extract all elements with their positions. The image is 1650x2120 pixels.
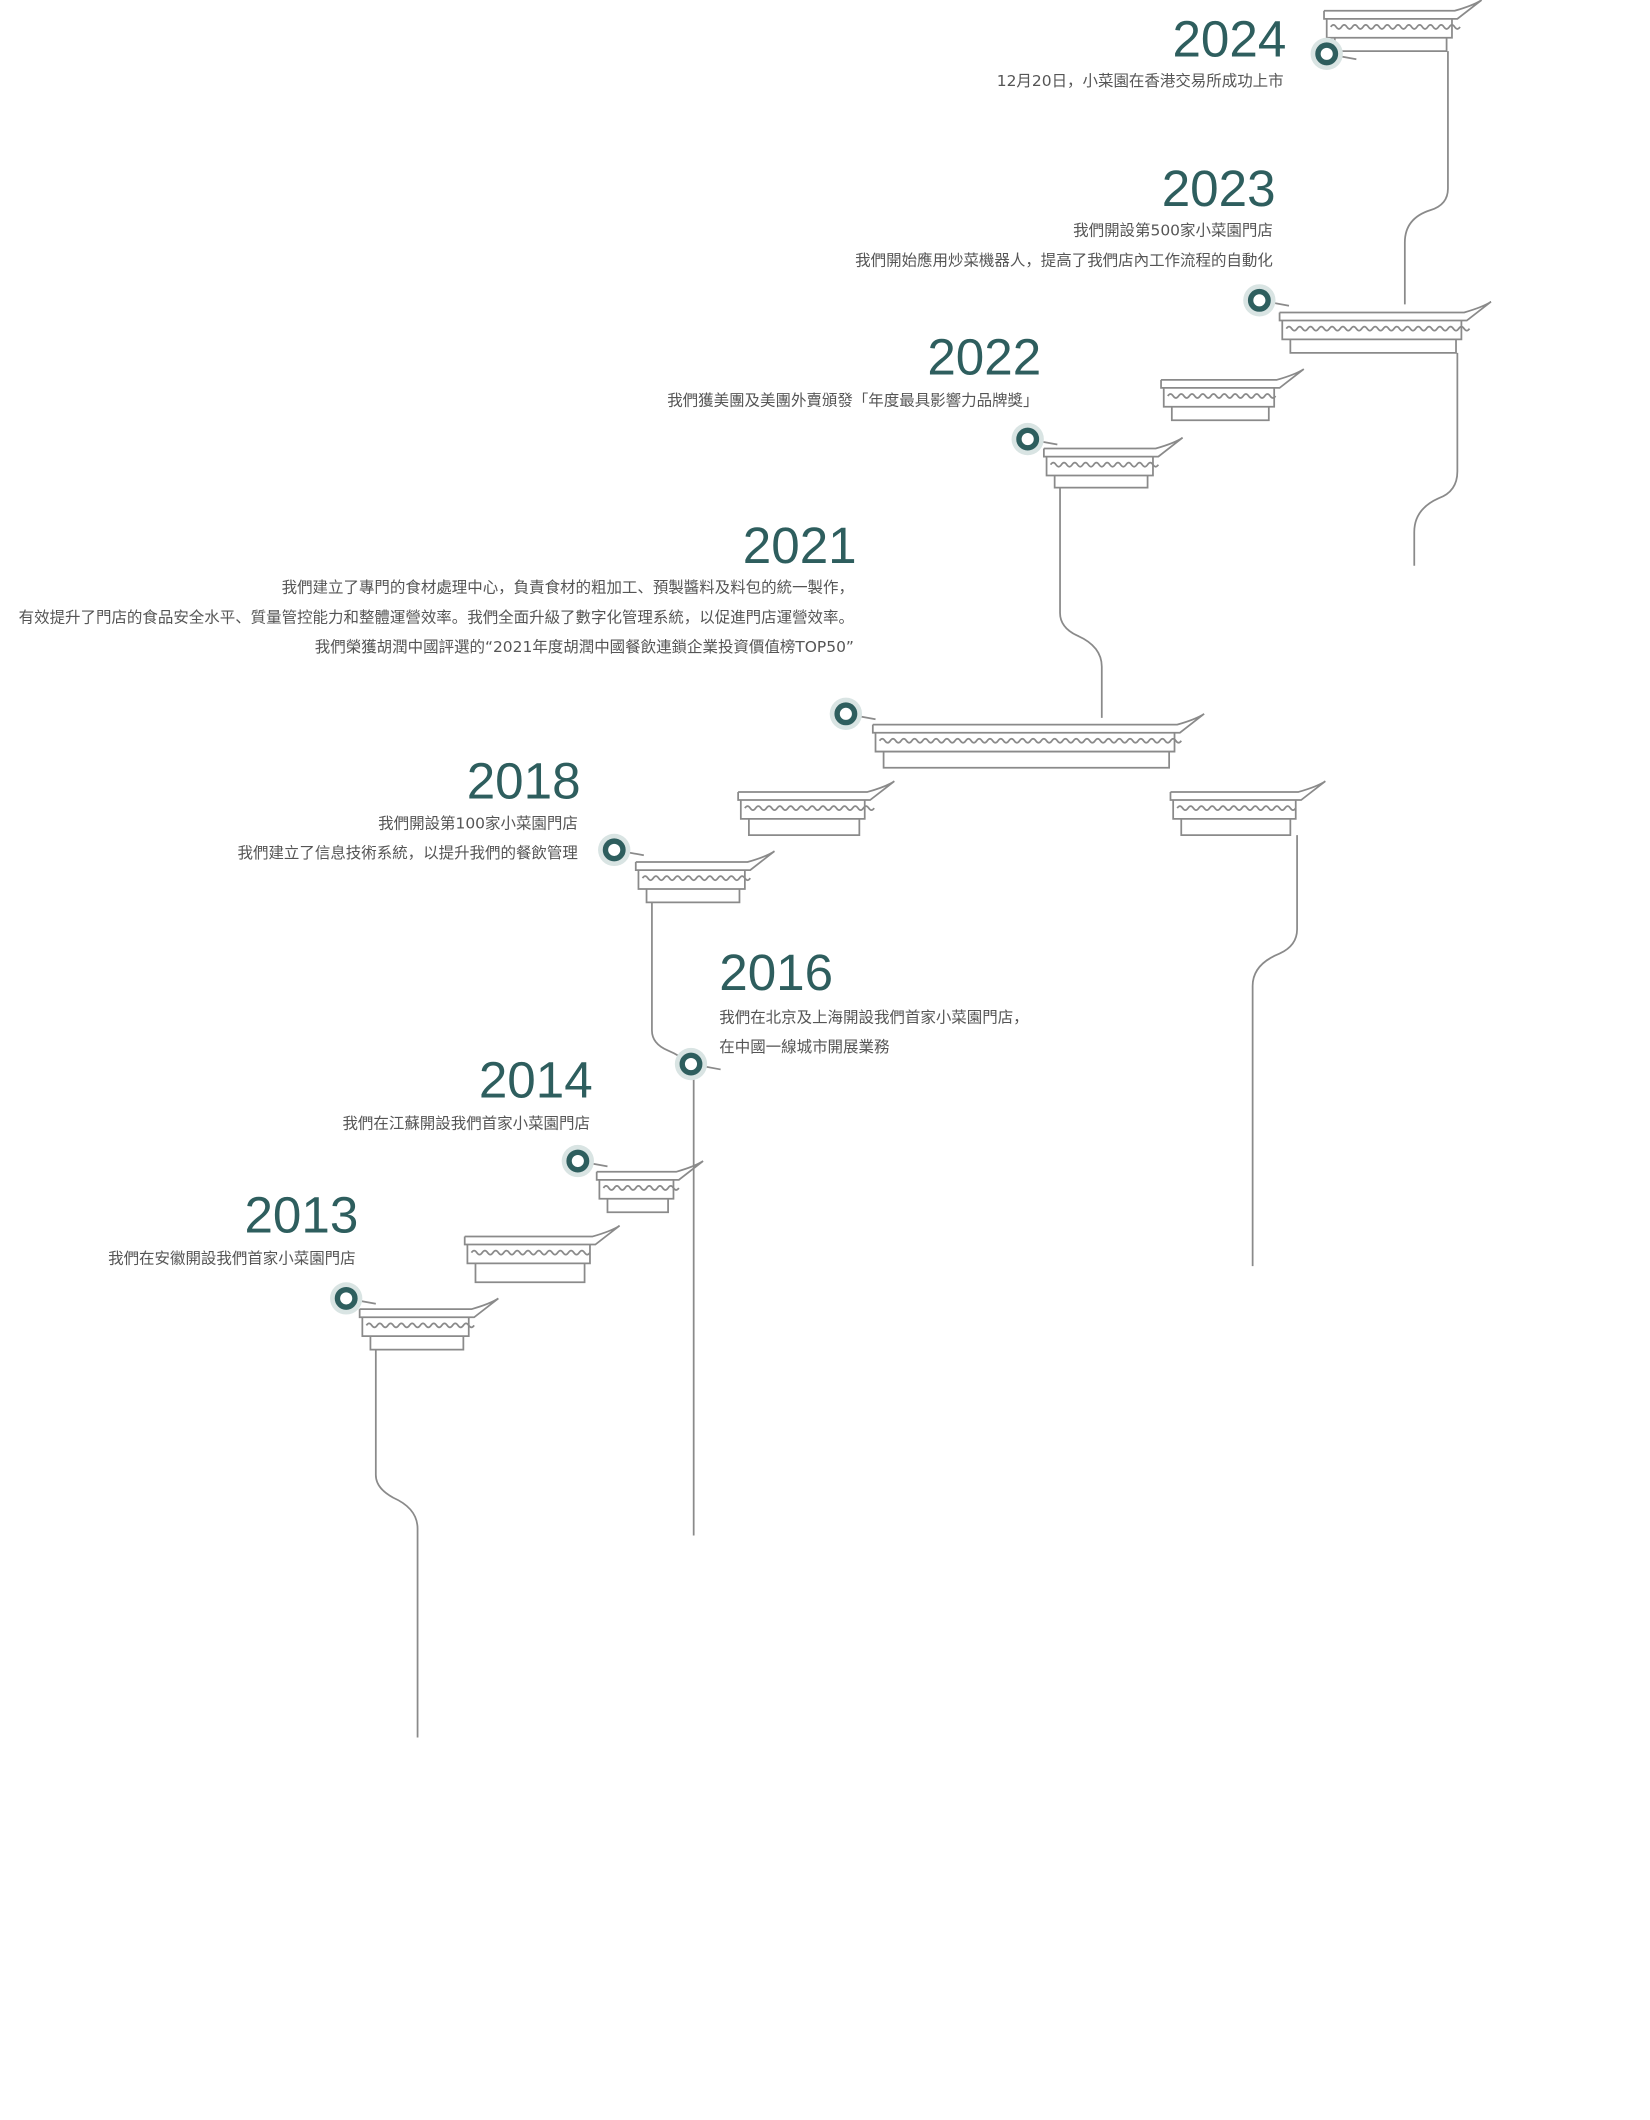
- wave: [1167, 393, 1277, 399]
- dot: [679, 1052, 703, 1076]
- wave: [641, 875, 751, 882]
- wave: [470, 1249, 591, 1256]
- dot: [566, 1149, 590, 1173]
- cornice: [1278, 300, 1492, 322]
- cornice: [634, 850, 776, 871]
- year: 2014: [479, 1052, 593, 1109]
- dot: [1247, 288, 1271, 312]
- cornice: [595, 1160, 704, 1181]
- wave: [744, 805, 875, 812]
- description: 12月20日，小菜園在香港交易所成功上市: [997, 72, 1284, 90]
- year: 2022: [927, 328, 1041, 385]
- dot: [1315, 42, 1339, 66]
- cornice-base: [361, 1317, 470, 1351]
- cornice-base: [1281, 320, 1463, 354]
- cornice: [737, 780, 895, 801]
- cornice: [871, 713, 1205, 734]
- year: 2021: [743, 517, 857, 574]
- description: 我們開設第500家小菜園門店: [1073, 222, 1273, 240]
- stem: [651, 902, 695, 1536]
- stem: [1403, 51, 1449, 305]
- cornice-base: [637, 870, 746, 904]
- cornice: [1160, 368, 1305, 389]
- stem: [1413, 352, 1459, 566]
- cornice-base: [1162, 387, 1276, 422]
- year: 2024: [1172, 11, 1286, 68]
- cornice-base: [1045, 456, 1154, 489]
- description: 我們在安徽開設我們首家小菜園門店: [108, 1249, 356, 1267]
- cornice-base: [739, 800, 866, 836]
- description: 我們開設第100家小菜園門店: [378, 814, 578, 832]
- description: 我們在江蘇開設我們首家小菜園門店: [342, 1115, 590, 1133]
- dot: [334, 1286, 358, 1310]
- dot: [1016, 427, 1040, 451]
- dot: [602, 838, 626, 862]
- description: 在中國一線城市開展業務: [719, 1038, 890, 1056]
- cornice-base: [598, 1179, 675, 1214]
- description: 有效提升了門店的食品安全水平、質量管控能力和整體運營效率。我們全面升級了數字化管…: [19, 608, 854, 626]
- description: 我們建立了信息技術系統，以提升我們的餐飲管理: [238, 844, 578, 862]
- wave: [1285, 325, 1471, 332]
- dot: [834, 702, 858, 726]
- wave: [602, 1185, 680, 1191]
- year: 2023: [1162, 160, 1276, 217]
- stem: [1251, 835, 1298, 1267]
- cornice-base: [466, 1244, 591, 1284]
- stem: [374, 1349, 419, 1738]
- cornice: [358, 1297, 499, 1319]
- cornice: [1323, 0, 1483, 20]
- wave: [1049, 461, 1160, 468]
- cornice-base: [1325, 18, 1453, 53]
- cornice: [463, 1224, 621, 1246]
- description: 我們開始應用炒菜機器人，提高了我們店內工作流程的自動化: [855, 250, 1273, 269]
- cornice-base: [1172, 800, 1297, 836]
- wave: [878, 737, 1182, 744]
- cornice: [1169, 780, 1326, 801]
- cornice-base: [874, 732, 1176, 769]
- cornice: [1042, 437, 1184, 458]
- year: 2016: [719, 944, 833, 1001]
- wave: [365, 1322, 475, 1329]
- stem: [1059, 487, 1103, 718]
- description: 我們榮獲胡潤中國評選的“2021年度胡潤中國餐飲連鎖企業投資價值榜TOP50”: [315, 638, 854, 656]
- wave: [1176, 805, 1297, 812]
- year: 2013: [244, 1186, 358, 1243]
- description: 我們獲美團及美團外賣頒發「年度最具影響力品牌獎」: [667, 391, 1038, 409]
- description: 我們建立了專門的食材處理中心，負責食材的粗加工、預製醬料及料包的統一製作，: [282, 579, 854, 597]
- year: 2018: [467, 753, 581, 810]
- description: 我們在北京及上海開設我們首家小菜園門店，: [719, 1008, 1028, 1026]
- wave: [1330, 24, 1461, 30]
